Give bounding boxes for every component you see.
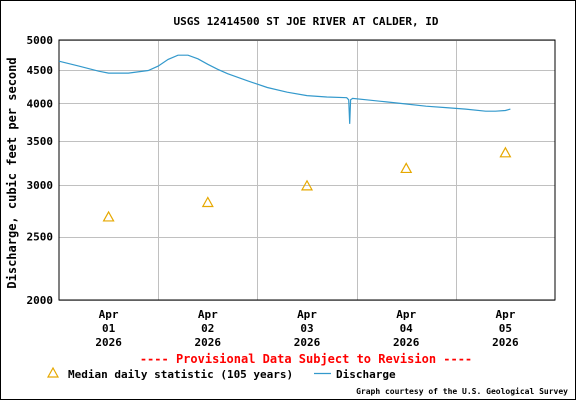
x-tick-label: Apr [198,308,218,321]
x-tick-label: 2026 [195,336,222,349]
x-tick-label: 01 [102,322,116,335]
x-tick-label: Apr [99,308,119,321]
x-tick-label: 2026 [95,336,122,349]
grid-lines [59,40,555,301]
discharge-line [58,54,511,124]
y-tick-label: 3500 [27,135,54,148]
x-tick-label: 05 [499,322,512,335]
data-series [58,54,512,222]
y-tick-label: 5000 [27,34,54,47]
median-marker [300,179,314,191]
chart-title: USGS 12414500 ST JOE RIVER AT CALDER, ID [174,15,439,28]
y-tick-label: 2500 [27,231,54,244]
legend: Median daily statistic (105 years) Discha… [46,366,396,381]
legend-triangle-icon [46,366,60,378]
provisional-notice: ---- Provisional Data Subject to Revisio… [140,352,472,366]
x-tick-label: 2026 [492,336,519,349]
x-tick-label: 02 [201,322,214,335]
x-tick-label: Apr [297,308,317,321]
y-tick-label: 2000 [27,294,54,307]
x-tick-label: 2026 [393,336,420,349]
x-tick-label: 03 [300,322,313,335]
y-tick-labels: 2000 2500 3000 3500 4000 4500 5000 [27,34,54,307]
y-axis-title: Discharge, cubic feet per second [5,57,19,288]
y-tick-label: 4000 [27,97,54,110]
legend-label-median: Median daily statistic (105 years) [68,368,293,381]
median-marker [499,146,512,158]
y-tick-label: 4500 [27,64,54,77]
x-tick-label: 2026 [294,336,321,349]
plot-area [58,39,556,301]
x-tick-label: Apr [495,308,515,321]
median-marker [102,210,115,222]
y-tick-label: 3000 [27,179,54,192]
median-marker [400,162,413,174]
x-tick-label: Apr [396,308,416,321]
credit-text: Graph courtesy of the U.S. Geological Su… [356,386,568,396]
median-marker [201,196,214,208]
x-tick-label: 04 [400,322,414,335]
legend-label-discharge: Discharge [336,368,396,381]
x-tick-labels: Apr012026Apr022026Apr032026Apr042026Apr0… [95,308,519,349]
